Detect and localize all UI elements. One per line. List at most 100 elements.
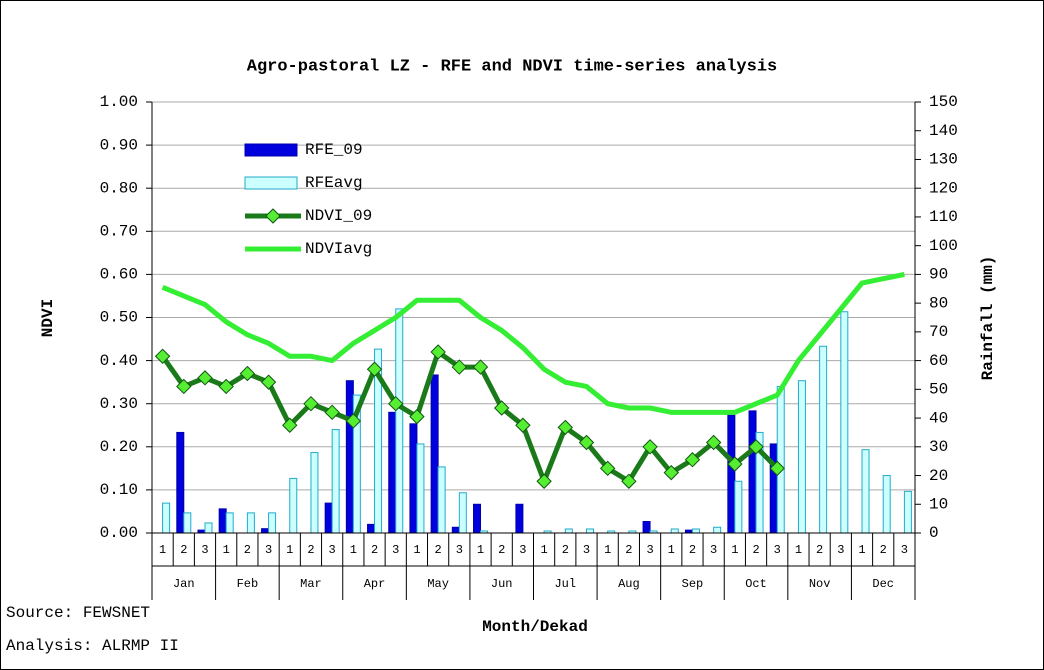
marker (642, 439, 658, 455)
month-label: May (427, 577, 449, 591)
x-tick-label: 2 (307, 543, 314, 557)
bar (261, 528, 270, 534)
x-tick-label: 2 (562, 543, 569, 557)
y2-tick-label: 110 (929, 208, 958, 226)
x-tick-label: 2 (625, 543, 632, 557)
marker (366, 361, 383, 377)
bar (451, 526, 460, 534)
y-tick-label: 0.90 (100, 136, 138, 154)
y2-tick-label: 30 (929, 438, 948, 456)
y-tick-label: 0.10 (100, 481, 138, 499)
bar (176, 431, 185, 534)
legend-marker (265, 208, 281, 224)
x-tick-label: 1 (477, 543, 484, 557)
y-tick-label: 0.40 (100, 352, 138, 370)
marker (515, 417, 531, 433)
marker (727, 456, 743, 472)
bar (345, 380, 354, 534)
y2-tick-label: 80 (929, 294, 948, 312)
x-tick-label: 2 (180, 543, 187, 557)
marker (684, 452, 701, 468)
bar (734, 480, 743, 534)
bar (331, 429, 340, 534)
x-tick-label: 1 (731, 543, 738, 557)
x-tick-label: 1 (223, 543, 230, 557)
marker (324, 404, 340, 421)
y-tick-label: 0.30 (100, 395, 138, 413)
bar (861, 449, 870, 534)
y-tick-label: 0.00 (100, 524, 138, 542)
bar (748, 410, 757, 534)
bar (670, 528, 679, 534)
y-tick-label: 0.70 (100, 223, 138, 241)
marker (154, 348, 171, 364)
legend-swatch (244, 176, 298, 190)
month-label: Aug (618, 577, 640, 591)
y2-tick-label: 90 (929, 266, 948, 284)
month-label: Feb (237, 577, 259, 591)
month-label: Oct (745, 577, 767, 591)
y-tick-label: 1.00 (100, 93, 138, 111)
y2-tick-label: 0 (929, 524, 939, 542)
y-tick-label: 0.80 (100, 179, 138, 197)
marker (599, 460, 616, 477)
bar (903, 490, 912, 534)
x-tick-label: 1 (858, 543, 865, 557)
bar (268, 512, 277, 534)
bar (409, 423, 418, 534)
bar (642, 521, 651, 534)
marker (260, 374, 277, 390)
marker (748, 439, 764, 455)
month-label: Nov (809, 577, 831, 591)
legend-label: RFE_09 (305, 141, 363, 159)
y2-tick-label: 20 (929, 467, 948, 485)
bar (324, 502, 333, 534)
bar (430, 374, 439, 534)
y2-tick-label: 100 (929, 237, 958, 255)
bar (183, 512, 192, 534)
y-tick-label: 0.20 (100, 438, 138, 456)
y2-tick-label: 150 (929, 93, 958, 111)
x-tick-label: 1 (159, 543, 166, 557)
month-label: Jul (554, 577, 576, 591)
bar (776, 385, 785, 534)
bar (246, 512, 255, 534)
x-tick-label: 3 (456, 543, 463, 557)
bar (162, 502, 171, 534)
y2-tick-label: 60 (929, 352, 948, 370)
line (161, 271, 905, 415)
bar (691, 528, 700, 534)
marker (621, 473, 637, 489)
bar (713, 526, 722, 534)
x-tick-label: 3 (710, 543, 717, 557)
bar (840, 311, 849, 534)
x-tick-label: 3 (583, 543, 590, 557)
marker (705, 434, 722, 451)
x-tick-label: 1 (668, 543, 675, 557)
x-tick-label: 3 (201, 543, 208, 557)
bar (310, 452, 319, 534)
month-label: Jun (491, 577, 513, 591)
bar (395, 308, 404, 534)
bar (473, 503, 482, 534)
marker (303, 395, 319, 412)
y2-tick-label: 140 (929, 122, 958, 140)
marker (663, 464, 679, 481)
marker (197, 370, 213, 386)
marker (176, 378, 192, 395)
marker (218, 378, 234, 395)
legend-swatch (244, 143, 298, 157)
y2-tick-label: 130 (929, 151, 958, 169)
legend-label: RFEavg (305, 174, 363, 192)
x-tick-label: 2 (689, 543, 696, 557)
month-label: Jan (173, 577, 195, 591)
bar (458, 492, 467, 534)
x-tick-label: 1 (795, 543, 802, 557)
y-tick-label: 0.50 (100, 309, 138, 327)
bar (819, 345, 828, 534)
y-axis-title: NDVI (39, 299, 57, 337)
month-label: Apr (364, 577, 386, 591)
y2-tick-label: 50 (929, 381, 948, 399)
